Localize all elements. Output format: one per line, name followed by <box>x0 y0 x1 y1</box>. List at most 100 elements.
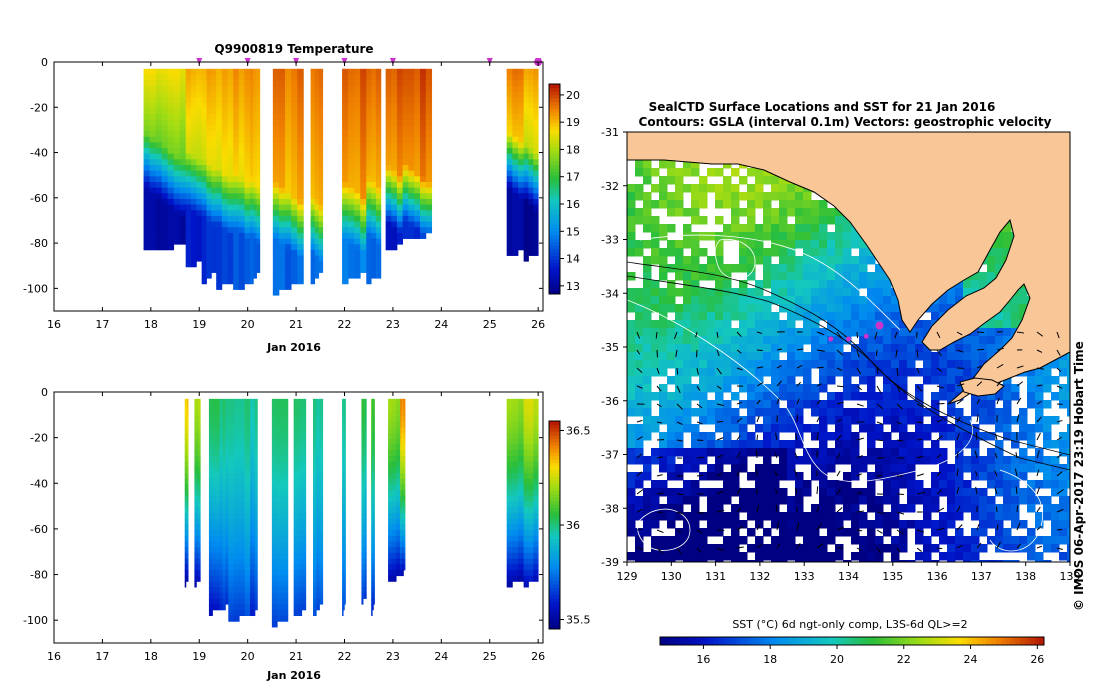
cast-cell <box>167 85 175 92</box>
sst-pixel <box>883 280 892 289</box>
cast-cell <box>149 119 157 126</box>
cast-cell <box>206 131 212 138</box>
cast-cell <box>533 427 539 434</box>
cast-cell <box>375 255 382 262</box>
cast-cell <box>310 114 316 121</box>
cast-cell <box>254 587 258 594</box>
cast-cell <box>297 91 304 98</box>
cast-cell <box>391 193 398 200</box>
cast-cell <box>360 193 367 200</box>
cast-cell <box>344 398 346 405</box>
cast-cell <box>222 552 226 559</box>
cast-cell <box>191 80 197 87</box>
cast-cell <box>206 244 212 251</box>
cast-cell <box>373 524 375 531</box>
sst-pixel <box>675 328 684 337</box>
cast-cell <box>219 604 223 611</box>
sst-pixel <box>771 312 780 321</box>
cast-cell <box>375 102 382 109</box>
sst-pixel <box>627 320 636 329</box>
cast-cell <box>314 170 320 177</box>
sst-pixel <box>683 296 692 305</box>
sst-pixel <box>627 296 636 305</box>
cast-cell <box>271 433 278 440</box>
sst-pixel <box>699 192 708 201</box>
cast-cell <box>254 524 258 531</box>
cast-cell <box>252 410 256 417</box>
cast-cell <box>184 427 187 434</box>
cast-cell <box>506 535 513 542</box>
cast-cell <box>401 558 404 565</box>
cast-cell <box>185 404 188 411</box>
sst-pixel <box>731 216 740 225</box>
cast-cell <box>318 255 324 262</box>
cast-cell <box>194 433 197 440</box>
cast-cell <box>402 136 409 143</box>
sst-pixel <box>883 296 892 305</box>
cast-cell <box>297 467 303 474</box>
cast-cell <box>293 495 299 502</box>
colorbar-swatch <box>549 175 560 179</box>
cast-cell <box>372 478 374 485</box>
cast-cell <box>143 221 150 228</box>
cast-cell <box>512 569 519 577</box>
cast-cell <box>179 148 187 155</box>
cast-cell <box>272 215 280 222</box>
cast-cell <box>161 244 169 251</box>
cast-cell <box>344 427 346 434</box>
cast-cell <box>400 398 403 405</box>
sst-pixel <box>995 232 1004 241</box>
cast-cell <box>173 80 181 87</box>
cast-cell <box>149 210 157 217</box>
cast-cell <box>372 444 374 451</box>
cast-cell <box>228 524 235 531</box>
cast-cell <box>196 80 203 87</box>
colorbar-swatch <box>549 486 560 491</box>
cast-cell <box>252 455 256 462</box>
cast-cell <box>250 131 254 138</box>
cast-cell <box>408 136 415 143</box>
cast-cell <box>143 148 150 155</box>
sst-pixel <box>843 248 852 257</box>
cast-cell <box>233 136 240 143</box>
sst-pixel <box>635 328 644 337</box>
cast-cell <box>506 119 513 126</box>
cast-cell <box>420 136 427 143</box>
cast-cell <box>388 438 393 445</box>
colorbar-swatch <box>549 580 560 585</box>
cast-cell <box>194 410 197 417</box>
cast-cell <box>173 74 181 81</box>
cast-cell <box>233 97 240 104</box>
cast-cell <box>253 272 257 279</box>
cast-cell <box>278 68 286 75</box>
cast-cell <box>228 518 235 525</box>
cast-cell <box>512 221 519 228</box>
colorbar-swatch <box>549 248 560 253</box>
cast-cell <box>297 587 303 594</box>
sst-pixel <box>731 328 740 337</box>
cast-cell <box>517 484 525 491</box>
cast-cell <box>244 131 251 138</box>
cast-cell <box>310 215 316 222</box>
cast-cell <box>253 142 257 149</box>
cast-cell <box>185 518 188 525</box>
cast-cell <box>256 119 261 126</box>
colorbar-swatch <box>549 611 560 616</box>
cast-cell <box>319 598 324 605</box>
cast-cell <box>361 473 364 480</box>
cast-cell <box>316 427 320 434</box>
cast-cell <box>173 68 181 75</box>
cast-cell <box>239 541 246 548</box>
cast-cell <box>252 604 256 611</box>
cast-cell <box>238 131 245 138</box>
sst-pixel <box>795 240 804 249</box>
cast-cell <box>196 535 199 542</box>
cast-cell <box>233 148 240 155</box>
colorbar-swatch <box>549 192 560 197</box>
cast-cell <box>233 74 240 81</box>
cast-cell <box>211 131 217 138</box>
cast-cell <box>208 455 213 462</box>
cast-cell <box>227 170 234 177</box>
cast-cell <box>167 221 175 228</box>
sst-pixel <box>779 344 788 353</box>
